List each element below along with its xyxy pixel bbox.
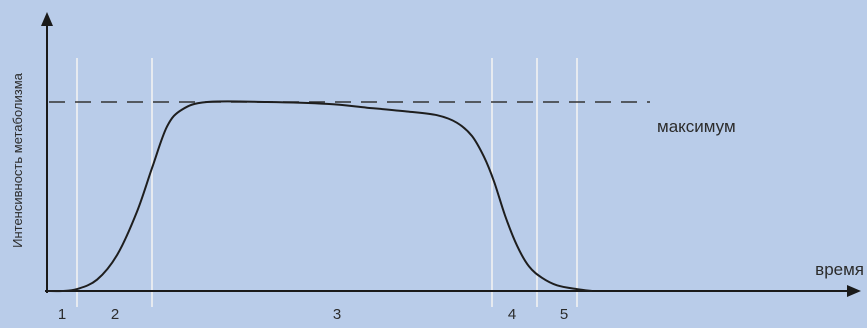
maximum-label: максимум bbox=[657, 117, 736, 136]
phase-boundary-lines bbox=[76, 58, 578, 307]
phase-label-3: 3 bbox=[333, 306, 341, 323]
phase-labels: 1 2 3 4 5 bbox=[58, 306, 568, 323]
x-axis-title: время bbox=[815, 260, 864, 279]
phase-label-5: 5 bbox=[560, 306, 568, 323]
metabolism-curve bbox=[46, 100, 593, 293]
phase-label-4: 4 bbox=[508, 306, 516, 323]
phase-label-1: 1 bbox=[58, 306, 66, 323]
phase-label-2: 2 bbox=[111, 306, 119, 323]
y-axis-title: Интенсивность метаболизма bbox=[10, 72, 25, 248]
